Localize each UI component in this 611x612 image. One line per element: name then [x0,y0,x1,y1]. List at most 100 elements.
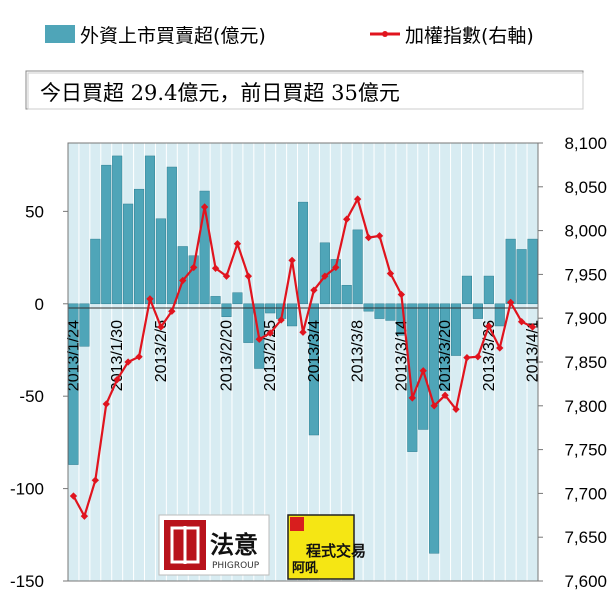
bar [374,303,385,319]
bar [352,229,363,305]
line-point [179,276,187,285]
bar [494,303,505,327]
right-axis: 8,100 8,050 8,000 7,950 7,900 7,850 7,800 7,750… [538,134,607,591]
bar [483,275,494,305]
right-tick-label: 7,650 [564,528,607,547]
bar [429,303,440,554]
line-point [244,272,253,280]
right-tick-label: 8,050 [564,178,607,197]
program-trading-logo-sub: 阿吼 [292,561,318,576]
line-point [69,492,78,500]
legend-line-label: 加權指數(右軸) [405,25,534,47]
bar [68,303,79,465]
right-tick-label: 7,750 [564,441,607,460]
phigroup-logo-brand: 法意 [210,531,258,559]
phigroup-logo: 法意 PHIGROUP [158,514,270,576]
bar [188,255,199,305]
line-point [517,318,526,326]
bar [505,238,516,305]
legend-bar-swatch [45,25,75,43]
right-tick-label: 8,000 [564,222,607,241]
line-point [277,316,285,324]
bar [221,303,232,317]
x-tick-label: 2013/3/20 [437,320,454,391]
line-point [255,335,263,343]
x-tick-label: 2013/1/24 [65,320,82,391]
line-point [506,298,515,307]
program-trading-logo-bg [287,514,355,580]
bar [112,155,123,305]
bar [287,303,298,327]
line-point [419,367,427,375]
note-box-shadow [27,72,584,110]
x-tick-label: 2013/2/25 [262,320,279,391]
line-point [190,263,198,272]
program-trading-logo-brand: 程式交易 [306,542,366,560]
line-point [135,353,143,361]
x-tick-label: 2013/2/20 [218,320,235,391]
bar [341,285,352,305]
right-tick-label: 7,700 [564,484,607,503]
legend: 外資上市買賣超(億元) 加權指數(右軸) [45,25,534,47]
right-tick-label: 7,850 [564,353,607,372]
note-text: 今日買超 29.4億元，前日買超 35億元 [40,81,400,105]
line-point [157,323,165,331]
bar [133,188,145,305]
bar [79,303,90,347]
bar [440,303,451,391]
x-tick-label: 2013/2/5 [153,320,170,382]
bar [210,296,221,305]
bar [166,166,177,305]
line-point [124,358,132,366]
line-point [397,290,406,299]
bar [232,292,243,305]
phigroup-logo-sub: PHIGROUP [212,561,260,571]
bar [144,155,156,305]
line-point [102,400,110,408]
line-point [386,269,395,278]
bar [123,203,134,305]
line-point [485,322,493,330]
x-tick-label: 2013/3/4 [306,320,323,382]
line-point [80,512,89,520]
bar [418,303,429,430]
right-tick-label: 8,100 [564,134,607,153]
bar [243,303,254,343]
line-point [375,232,384,240]
line-point [266,329,274,337]
program-trading-logo-badge [290,517,304,531]
left-axis: 50 0 -50 -100 -150 [10,202,68,591]
bar [472,303,483,319]
left-tick-label: 50 [25,202,44,221]
line-point [441,391,449,399]
bar [516,249,527,305]
line-point [463,353,471,362]
line-point [528,323,537,331]
line-point [364,233,373,242]
line-point [452,405,460,413]
line-point [310,286,318,294]
line-point [474,353,482,361]
bar [527,238,538,305]
bar [297,201,309,305]
left-tick-label: -100 [10,480,44,499]
bar [407,303,418,452]
bar [101,164,112,305]
x-tick-label: 2013/3/8 [350,320,367,382]
line-point [321,272,329,280]
x-axis-labels: 2013/1/24 2013/1/30 2013/2/5 2013/2/20 2013/… [65,320,541,391]
line-point [233,240,242,248]
x-tick-label: 2013/3/26 [481,320,498,391]
right-tick-label: 7,800 [564,397,607,416]
bar [199,190,210,305]
gridlines [78,143,528,581]
bar [155,218,166,305]
bar [308,303,319,436]
line-point [168,307,176,315]
line-point [146,295,154,303]
bar [363,303,374,312]
line-point [496,344,504,352]
left-tick-label: 0 [35,295,44,314]
legend-bar-label: 外資上市買賣超(億元) [80,25,266,47]
left-tick-label: -150 [10,572,44,591]
